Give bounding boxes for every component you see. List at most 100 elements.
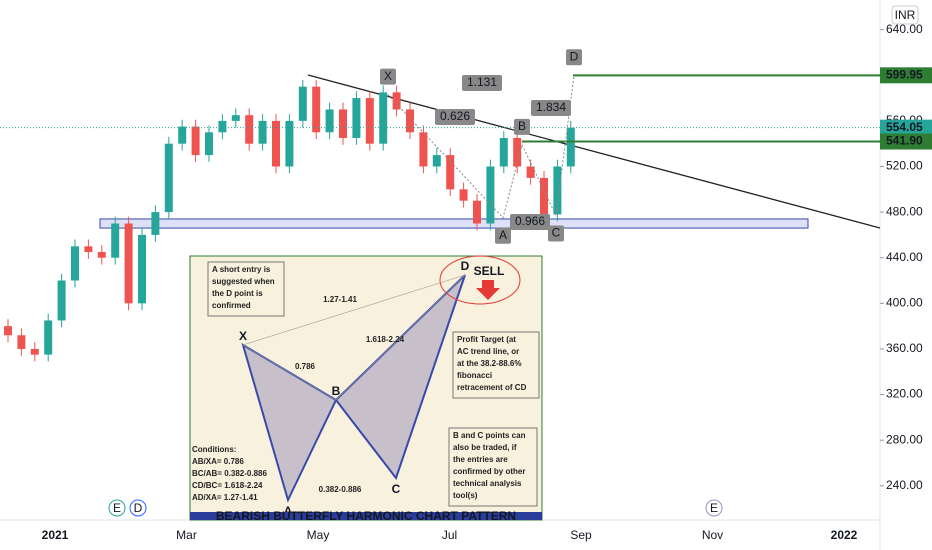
- candle-body: [419, 132, 428, 167]
- inset-banner-text: BEARISH BUTTERFLY HARMONIC CHART PATTERN: [216, 509, 516, 523]
- inset-letter: C: [392, 482, 401, 496]
- y-tick-label: 320.00: [886, 387, 923, 401]
- inset-note-box: [207, 261, 285, 317]
- ratio-box: [462, 75, 502, 91]
- candle-body: [486, 166, 495, 224]
- candle-body: [138, 234, 146, 304]
- pattern-point-box: [380, 68, 396, 85]
- x-tick-label: Nov: [702, 528, 723, 542]
- inset-ratio: 1.618-2.24: [366, 335, 405, 344]
- inset-note: retracement of CD: [457, 383, 527, 392]
- inset-ratio: 0.382-0.886: [319, 485, 362, 494]
- candle-body: [178, 126, 187, 144]
- candle-body: [205, 132, 213, 156]
- event-label: D: [134, 501, 143, 515]
- inset-note: B and C points can: [453, 431, 526, 440]
- inset-note: the entries are: [453, 455, 508, 464]
- x-tick-label: Mar: [176, 528, 197, 542]
- sell-circle: [439, 255, 521, 305]
- sell-label: SELL: [474, 264, 505, 278]
- inset-note: CD/BC= 1.618-2.24: [192, 481, 263, 490]
- inset-note: confirmed: [212, 301, 251, 310]
- y-tick-label: 240.00: [886, 478, 923, 492]
- ratio-box: [510, 214, 550, 230]
- candle-body: [499, 137, 508, 167]
- price-label: 541.90: [886, 134, 923, 148]
- x-tick-label: 2021: [42, 528, 69, 542]
- y-tick-label: 480.00: [886, 204, 923, 218]
- event-badge: [108, 499, 126, 517]
- inset-note-box: [448, 427, 538, 507]
- inset-note: at the 38.2-88.6%: [457, 359, 521, 368]
- candle-body: [379, 92, 388, 144]
- candle-body: [446, 155, 455, 190]
- pattern-point-box: [548, 225, 564, 242]
- x-tick-label: 2022: [831, 528, 858, 542]
- ratio-box: [435, 109, 475, 125]
- candle-body: [365, 98, 374, 144]
- x-tick-label: Sep: [570, 528, 592, 542]
- inset-banner: [190, 512, 542, 520]
- candle-body: [111, 223, 120, 258]
- price-label-box: [880, 133, 932, 150]
- inset-note: suggested when: [212, 277, 275, 286]
- inset-note: AB/XA= 0.786: [192, 457, 244, 466]
- ratio-box: [531, 100, 571, 116]
- price-label: 554.05: [886, 120, 923, 134]
- price-label-box: [880, 119, 932, 136]
- inset-note: Conditions:: [192, 445, 236, 454]
- candle-body: [352, 98, 361, 138]
- y-tick-label: 280.00: [886, 432, 923, 446]
- y-tick-label: 400.00: [886, 296, 923, 310]
- inset-ratio: 1.27-1.41: [323, 295, 357, 304]
- x-tick-label: Jul: [442, 528, 457, 542]
- inset-letter: D: [461, 259, 470, 273]
- inset-letter: A: [284, 504, 293, 518]
- candle-body: [124, 223, 133, 304]
- candle-body: [392, 92, 401, 110]
- y-tick-label: 440.00: [886, 250, 923, 264]
- ratio-label: 0.626: [440, 109, 470, 123]
- pattern-point-label: A: [499, 228, 507, 242]
- candle-body: [526, 166, 535, 178]
- candle-body: [459, 189, 468, 201]
- pattern-point-label: D: [570, 49, 579, 63]
- candle-body: [406, 109, 414, 133]
- pattern-point-box: [566, 49, 582, 66]
- candle-body: [258, 120, 267, 144]
- candle-body: [553, 166, 562, 215]
- inset-letter: B: [332, 384, 341, 398]
- candle-body: [231, 115, 240, 121]
- candle-body: [57, 280, 66, 321]
- pattern-point-box: [514, 118, 530, 135]
- inset-ratio: 0.786: [295, 362, 316, 371]
- inset-note: fibonacci: [457, 371, 492, 380]
- event-badge: [129, 499, 147, 517]
- candle-body: [30, 348, 39, 355]
- support-zone: [99, 218, 809, 229]
- inset-note: Profit Target (at: [457, 335, 516, 344]
- event-badge: [705, 499, 723, 517]
- inset-letter: X: [239, 329, 247, 343]
- candle-body: [325, 109, 334, 133]
- candle-body: [84, 246, 93, 253]
- price-label: 599.95: [886, 67, 923, 81]
- trend-line: [307, 74, 881, 229]
- candle-body: [151, 212, 160, 235]
- candle-body: [513, 137, 522, 167]
- candle-body: [71, 246, 79, 281]
- x-tick-label: May: [307, 528, 330, 542]
- y-tick-label: 360.00: [886, 341, 923, 355]
- candle-body: [473, 200, 481, 224]
- candle-body: [4, 326, 12, 336]
- candle-body: [339, 109, 347, 138]
- candle-body: [285, 120, 294, 167]
- price-label-box: [880, 67, 932, 84]
- inset-note: also be traded, if: [453, 443, 517, 452]
- candle-body: [566, 127, 575, 167]
- inset-note: A short entry is: [212, 265, 271, 274]
- candle-body: [540, 177, 548, 215]
- candle-body: [298, 86, 307, 121]
- pattern-lines: [387, 75, 575, 219]
- inset-note: AD/XA= 1.27-1.41: [192, 493, 258, 502]
